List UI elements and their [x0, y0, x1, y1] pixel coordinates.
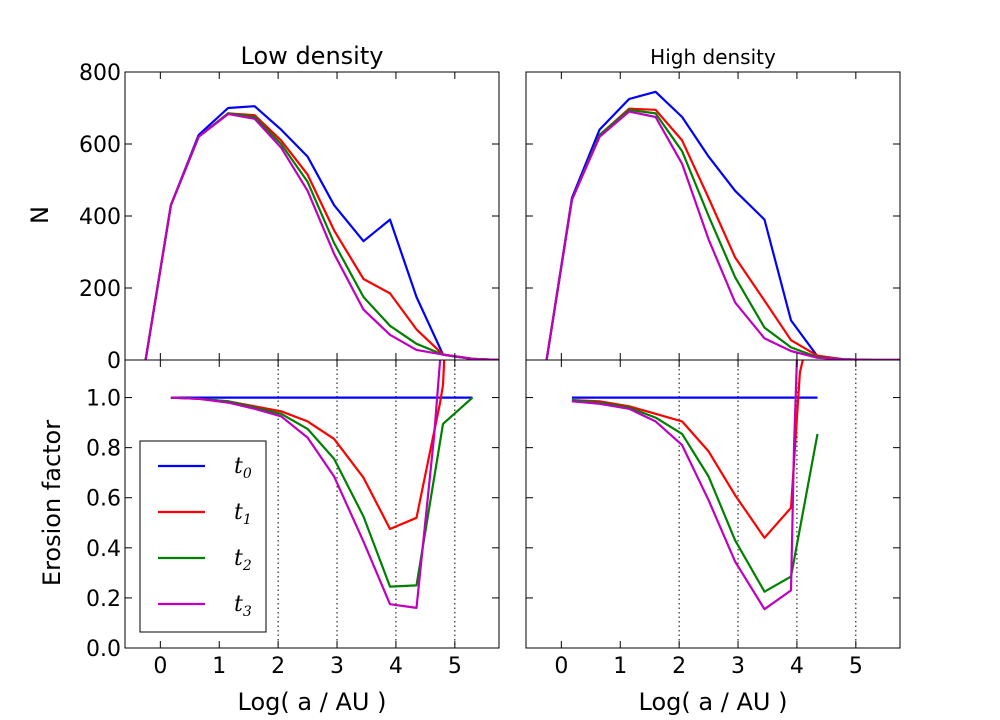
legend-label-t3: t3: [234, 592, 252, 620]
legend-label-t0: t0: [234, 454, 252, 482]
legend-label-t1: t1: [234, 500, 252, 528]
ylabel-top: N: [26, 206, 54, 224]
panel0-bottom-series-t3: [170, 360, 442, 610]
panel0-bottom-xtick-label-0: 0: [153, 654, 167, 679]
panel0-top-series-t2: [144, 112, 499, 360]
panel0-bottom-ytick-label-0.2: 0.2: [86, 587, 121, 612]
plots-layer: 0 200 400 600 800 0.0 0.2 0.4 0.6 0.8 1.0 0 1 2 3 4 5 0 1 2…: [79, 61, 901, 679]
panel1-bottom-xtick-label-5: 5: [849, 654, 863, 679]
panel1-bottom-series-group: [571, 360, 819, 611]
panel0-bottom-ytick-label-0.6: 0.6: [86, 487, 121, 512]
panel0-bottom-xtick-label-4: 4: [389, 654, 403, 679]
panel1-bottom-xtick-label-2: 2: [672, 654, 686, 679]
panel-title-high-density: High density: [650, 45, 776, 69]
panel1-bottom-series-t3: [571, 360, 798, 611]
panel0-top-frame: [124, 71, 500, 361]
panel0-top-ytick-label-400: 400: [79, 205, 121, 230]
panel0-top-ytick-label-0: 0: [107, 349, 121, 374]
legend-box: [139, 440, 267, 633]
panel1-bottom-xtick-label-0: 0: [554, 654, 568, 679]
panel0-top-ytick-label-600: 600: [79, 133, 121, 158]
panel1-bottom-xtick-label-4: 4: [790, 654, 804, 679]
panel0-bottom-ytick-label-0.8: 0.8: [86, 437, 121, 462]
panel1-bottom-xtick-label-3: 3: [731, 654, 745, 679]
panel1-top-series-group: [545, 90, 900, 360]
panel0-bottom-xtick-label-3: 3: [330, 654, 344, 679]
panel1-bottom-xtick-label-1: 1: [613, 654, 627, 679]
panel1-bottom-group: 0 1 2 3 4 5: [525, 359, 901, 679]
panel0-top-series-t3: [144, 112, 499, 360]
ylabel-bottom: Erosion factor: [38, 420, 66, 586]
panel0-bottom-series-group: [170, 360, 474, 610]
panel1-top-series-t0: [545, 90, 900, 360]
panel0-bottom-xtick-label-1: 1: [212, 654, 226, 679]
panel0-bottom-xtick-label-5: 5: [448, 654, 462, 679]
panel0-top-ytick-label-200: 200: [79, 277, 121, 302]
panel0-bottom-xtick-label-2: 2: [271, 654, 285, 679]
legend: t0 t1 t2 t3: [139, 440, 267, 633]
panel1-bottom-series-t2: [571, 399, 819, 593]
xlabel-right: Log( a / AU ): [639, 688, 788, 716]
panel0-top-ytick-label-800: 800: [79, 61, 121, 86]
panel1-bottom-frame: [525, 359, 901, 649]
panel1-bottom-series-t1: [571, 360, 804, 539]
panel1-top-series-t2: [545, 108, 900, 360]
panel0-top-group: 0 200 400 600 800: [79, 61, 500, 374]
panel0-bottom-ytick-label-0: 0.0: [86, 637, 121, 662]
panel0-bottom-frame: [124, 359, 500, 649]
panel1-top-frame: [525, 71, 901, 361]
panel0-top-series-t0: [144, 105, 499, 360]
panel0-bottom-ytick-label-1: 1.0: [86, 387, 121, 412]
legend-label-t2: t2: [234, 546, 252, 574]
xlabel-left: Log( a / AU ): [238, 688, 387, 716]
panel0-bottom-ytick-label-0.4: 0.4: [86, 537, 121, 562]
panel0-top-series-t1: [144, 112, 499, 360]
panel-title-low-density: Low density: [241, 42, 384, 70]
panel1-top-series-t3: [545, 110, 900, 360]
panel0-top-series-group: [144, 105, 499, 360]
panel0-bottom-group: 0.0 0.2 0.4 0.6 0.8 1.0 0 1 2 3 4 5: [86, 359, 500, 679]
panel1-top-series-t1: [545, 107, 900, 360]
panel1-top-group: [525, 71, 901, 361]
